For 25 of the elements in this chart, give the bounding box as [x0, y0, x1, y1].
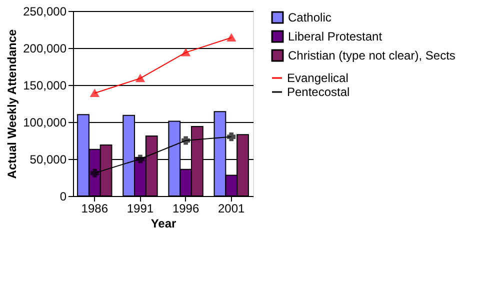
- point: [227, 132, 236, 142]
- point: [182, 136, 190, 145]
- point: [182, 48, 190, 56]
- point: [90, 168, 99, 178]
- point: [227, 34, 236, 42]
- x-axis-title: Year: [150, 216, 177, 230]
- legend-label: Catholic: [288, 10, 332, 24]
- legend-label: Liberal Protestant: [288, 30, 383, 44]
- x-tick-label: 1991: [126, 202, 154, 216]
- y-tick-label: 150,000: [23, 78, 67, 92]
- point: [136, 154, 144, 164]
- x-tick-label: 1986: [81, 202, 108, 216]
- legend-label: Pentecostal: [287, 85, 350, 99]
- legend-label: Evangelical: [287, 71, 348, 85]
- x-tick-label: 2001: [218, 202, 246, 216]
- y-tick-label: 0: [60, 190, 67, 204]
- y-tick-label: 50,000: [30, 152, 67, 166]
- y-tick-label: 250,000: [23, 4, 67, 18]
- point: [90, 89, 99, 97]
- y-axis-title: Actual Weekly Attendance: [5, 28, 20, 179]
- point: [136, 74, 144, 82]
- y-tick-label: 100,000: [23, 116, 67, 130]
- y-tick-label: 200,000: [23, 42, 67, 56]
- legend-label: Christian (type not clear), Sects: [288, 48, 456, 62]
- x-tick-label: 1996: [172, 202, 200, 216]
